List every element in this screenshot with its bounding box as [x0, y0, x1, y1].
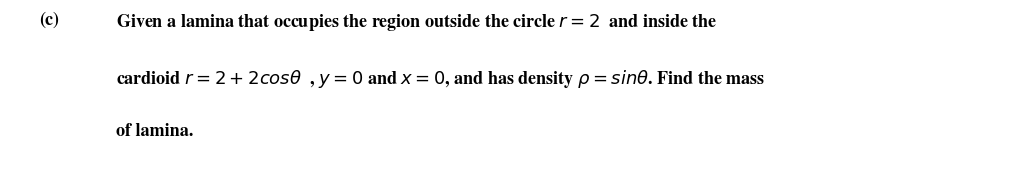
Text: (c): (c)	[39, 12, 59, 29]
Text: Given a lamina that occupies the region outside the circle $r = 2$  and inside t: Given a lamina that occupies the region …	[116, 12, 717, 33]
Text: cardioid $r = 2 + 2\mathit{cos}\theta$  , $y = 0$ and $x = 0$, and has density $: cardioid $r = 2 + 2\mathit{cos}\theta$ ,…	[116, 68, 765, 90]
Text: of lamina.: of lamina.	[116, 123, 193, 140]
